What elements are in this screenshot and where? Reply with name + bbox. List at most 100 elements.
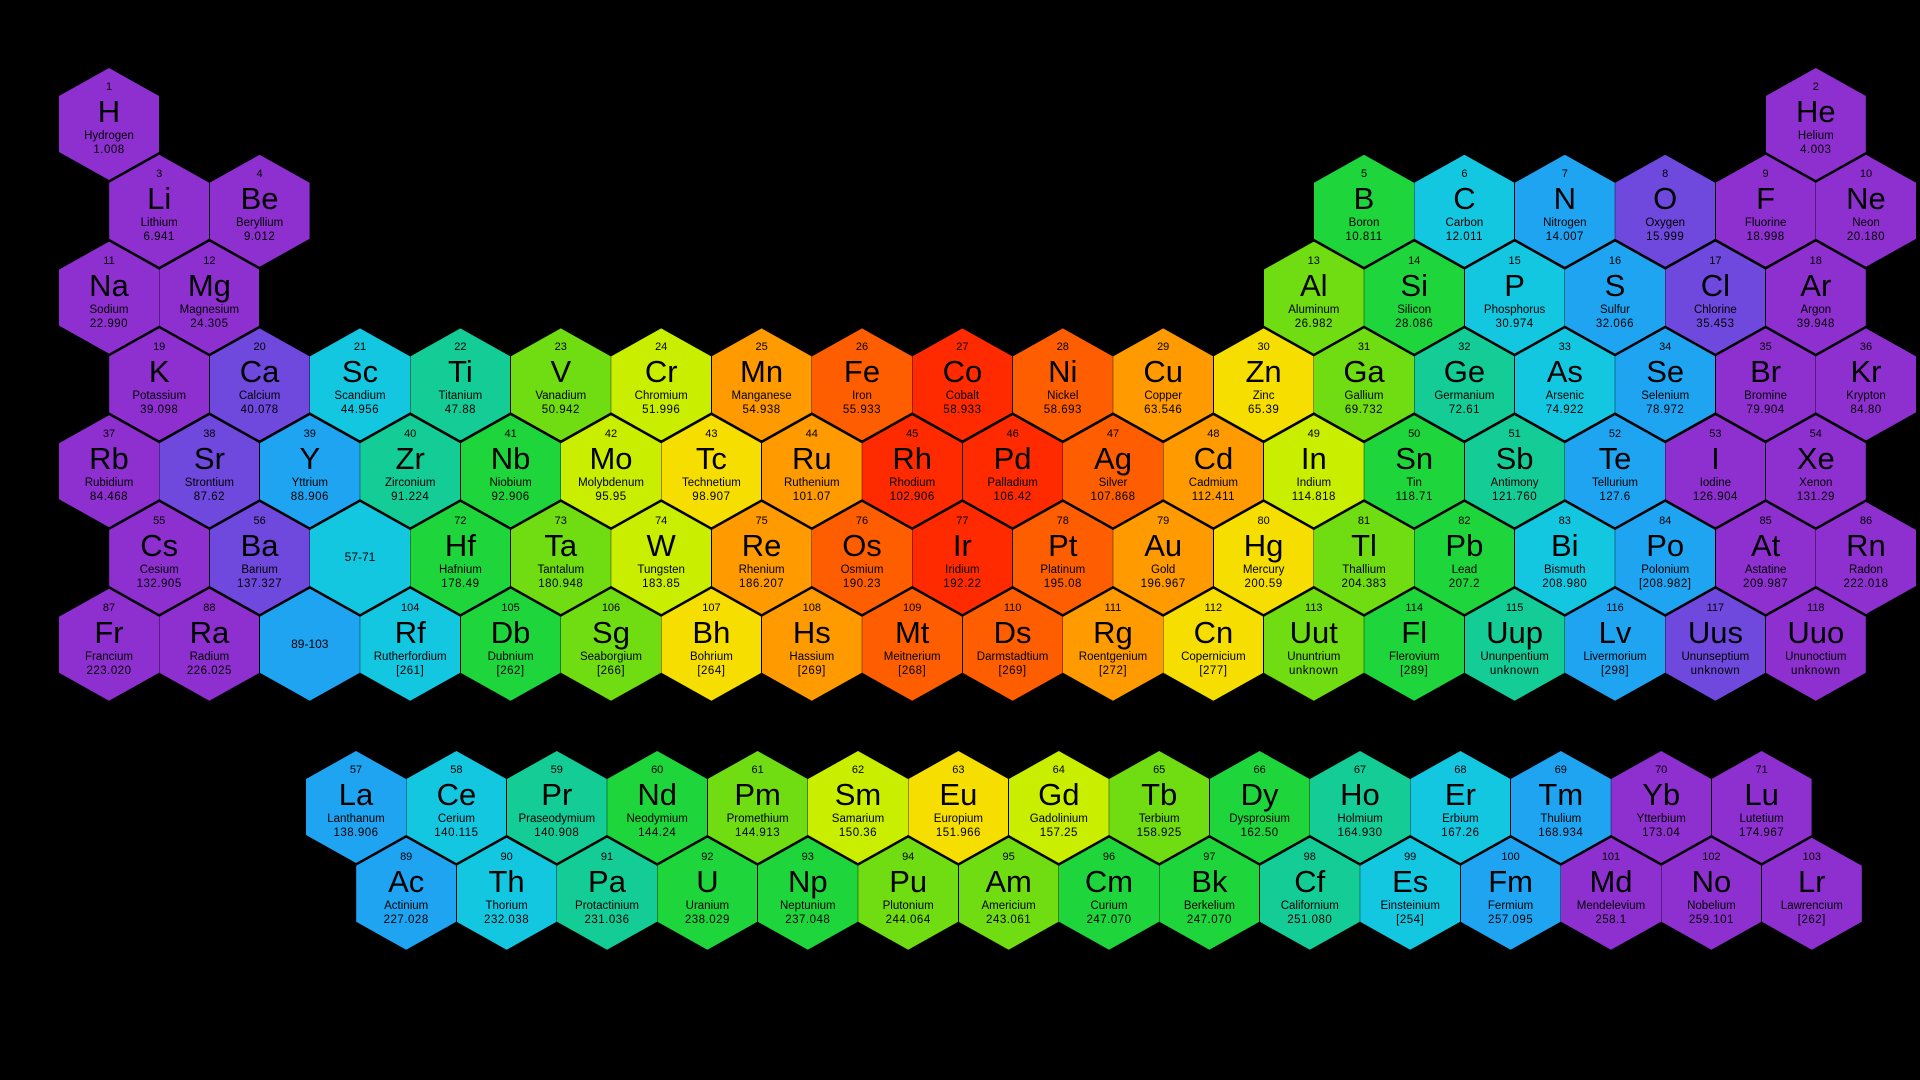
element-cell-hf[interactable]: 72 Hf Hafnium 178.49 — [410, 502, 511, 614]
element-cell-ce[interactable]: 58 Ce Cerium 140.115 — [406, 751, 507, 863]
element-cell-fm[interactable]: 100 Fm Fermium 257.095 — [1460, 837, 1561, 950]
element-cell-hs[interactable]: 108 Hs Hassium [269] — [761, 588, 862, 701]
element-cell-hg[interactable]: 80 Hg Mercury 200.59 — [1213, 502, 1314, 614]
element-cell-sr[interactable]: 38 Sr Strontium 87.62 — [159, 415, 260, 528]
element-cell-fr[interactable]: 87 Fr Francium 223.020 — [59, 588, 159, 701]
element-cell-k[interactable]: 19 K Potassium 39.098 — [109, 328, 210, 441]
element-cell-he[interactable]: 2 He Helium 4.003 — [1765, 68, 1866, 180]
element-cell-fe[interactable]: 26 Fe Iron 55.933 — [812, 328, 912, 441]
element-cell-ne[interactable]: 10 Ne Neon 20.180 — [1816, 154, 1916, 267]
element-cell-nb[interactable]: 41 Nb Niobium 92.906 — [460, 415, 561, 528]
element-cell-uut[interactable]: 113 Uut Ununtrium unknown — [1263, 588, 1364, 701]
element-cell-se[interactable]: 34 Se Selenium 78.972 — [1615, 328, 1716, 441]
element-cell-no[interactable]: 102 No Nobelium 259.101 — [1661, 837, 1762, 950]
element-cell-dy[interactable]: 66 Dy Dysprosium 162.50 — [1209, 751, 1310, 863]
element-cell-ag[interactable]: 47 Ag Silver 107.868 — [1063, 415, 1163, 528]
element-cell-bk[interactable]: 97 Bk Berkelium 247.070 — [1159, 837, 1260, 950]
element-cell-zn[interactable]: 30 Zn Zinc 65.39 — [1213, 328, 1314, 441]
element-cell-ho[interactable]: 67 Ho Holmium 164.930 — [1310, 751, 1410, 863]
element-cell-am[interactable]: 95 Am Americium 243.061 — [958, 837, 1059, 950]
element-cell-at[interactable]: 85 At Astatine 209.987 — [1715, 502, 1816, 614]
element-cell-be[interactable]: 4 Be Beryllium 9.012 — [209, 154, 310, 267]
element-cell-ti[interactable]: 22 Ti Titanium 47.88 — [410, 328, 511, 441]
element-cell-ba[interactable]: 56 Ba Barium 137.327 — [209, 502, 310, 614]
element-cell-s[interactable]: 16 S Sulfur 32.066 — [1565, 241, 1665, 354]
element-cell-ar[interactable]: 18 Ar Argon 39.948 — [1765, 241, 1866, 354]
element-cell-gd[interactable]: 64 Gd Gadolinium 157.25 — [1008, 751, 1109, 863]
element-cell-pt[interactable]: 78 Pt Platinum 195.08 — [1012, 502, 1113, 614]
element-cell-u[interactable]: 92 U Uranium 238.029 — [657, 837, 758, 950]
element-cell-cf[interactable]: 98 Cf Californium 251.080 — [1259, 837, 1360, 950]
element-cell-uuo[interactable]: 118 Uuo Ununoctium unknown — [1765, 588, 1866, 701]
element-cell-pm[interactable]: 61 Pm Promethium 144.913 — [707, 751, 808, 863]
element-cell-sn[interactable]: 50 Sn Tin 118.71 — [1364, 415, 1465, 528]
element-cell-br[interactable]: 35 Br Bromine 79.904 — [1715, 328, 1816, 441]
element-cell-cs[interactable]: 55 Cs Cesium 132.905 — [109, 502, 210, 614]
element-cell-c[interactable]: 6 C Carbon 12.011 — [1414, 154, 1515, 267]
element-cell-ra[interactable]: 88 Ra Radium 226.025 — [159, 588, 260, 701]
element-cell-db[interactable]: 105 Db Dubnium [262] — [460, 588, 561, 701]
element-cell-sb[interactable]: 51 Sb Antimony 121.760 — [1464, 415, 1565, 528]
element-cell-cr[interactable]: 24 Cr Chromium 51.996 — [611, 328, 712, 441]
element-cell-pr[interactable]: 59 Pr Praseodymium 140.908 — [506, 751, 607, 863]
element-cell-si[interactable]: 14 Si Silicon 28.086 — [1364, 241, 1465, 354]
element-cell-mt[interactable]: 109 Mt Meitnerium [268] — [862, 588, 963, 701]
element-cell-uup[interactable]: 115 Uup Ununpentium unknown — [1464, 588, 1565, 701]
element-cell-pa[interactable]: 91 Pa Protactinium 231.036 — [557, 837, 657, 950]
element-cell-na[interactable]: 11 Na Sodium 22.990 — [59, 241, 159, 354]
element-cell-kr[interactable]: 36 Kr Krypton 84.80 — [1816, 328, 1916, 441]
element-cell-ru[interactable]: 44 Ru Ruthenium 101.07 — [761, 415, 862, 528]
element-cell-yb[interactable]: 70 Yb Ytterbium 173.04 — [1611, 751, 1712, 863]
element-cell-h[interactable]: 1 H Hydrogen 1.008 — [59, 68, 159, 180]
element-cell-n[interactable]: 7 N Nitrogen 14.007 — [1514, 154, 1615, 267]
element-cell-rh[interactable]: 45 Rh Rhodium 102.906 — [862, 415, 963, 528]
element-cell-pd[interactable]: 46 Pd Palladium 106.42 — [962, 415, 1063, 528]
element-cell-md[interactable]: 101 Md Mendelevium 258.1 — [1561, 837, 1661, 950]
element-cell-ni[interactable]: 28 Ni Nickel 58.693 — [1012, 328, 1113, 441]
element-cell-re[interactable]: 75 Re Rhenium 186.207 — [711, 502, 812, 614]
element-cell-te[interactable]: 52 Te Tellurium 127.6 — [1565, 415, 1665, 528]
element-cell-os[interactable]: 76 Os Osmium 190.23 — [812, 502, 912, 614]
element-cell-i[interactable]: 53 I Iodine 126.904 — [1665, 415, 1766, 528]
element-cell-cl[interactable]: 17 Cl Chlorine 35.453 — [1665, 241, 1766, 354]
element-cell-la[interactable]: 57 La Lanthanum 138.906 — [306, 751, 406, 863]
element-cell-ds[interactable]: 110 Ds Darmstadtium [269] — [962, 588, 1063, 701]
element-cell-tl[interactable]: 81 Tl Thallium 204.383 — [1314, 502, 1414, 614]
element-cell-lu[interactable]: 71 Lu Lutetium 174.967 — [1711, 751, 1812, 863]
element-cell-sm[interactable]: 62 Sm Samarium 150.36 — [808, 751, 908, 863]
element-cell-v[interactable]: 23 V Vanadium 50.942 — [510, 328, 611, 441]
element-cell-al[interactable]: 13 Al Aluminum 26.982 — [1263, 241, 1364, 354]
element-cell-cu[interactable]: 29 Cu Copper 63.546 — [1113, 328, 1214, 441]
element-cell-tm[interactable]: 69 Tm Thulium 168.934 — [1510, 751, 1611, 863]
element-cell-pb[interactable]: 82 Pb Lead 207.2 — [1414, 502, 1515, 614]
element-cell-nd[interactable]: 60 Nd Neodymium 144.24 — [607, 751, 708, 863]
element-cell-es[interactable]: 99 Es Einsteinium [254] — [1360, 837, 1461, 950]
element-cell-eu[interactable]: 63 Eu Europium 151.966 — [908, 751, 1009, 863]
element-cell-ac[interactable]: 89 Ac Actinium 227.028 — [356, 837, 457, 950]
element-cell-ca[interactable]: 20 Ca Calcium 40.078 — [209, 328, 310, 441]
element-cell-cm[interactable]: 96 Cm Curium 247.070 — [1059, 837, 1159, 950]
element-cell-po[interactable]: 84 Po Polonium [208.982] — [1615, 502, 1716, 614]
element-cell-mn[interactable]: 25 Mn Manganese 54.938 — [711, 328, 812, 441]
element-cell-bi[interactable]: 83 Bi Bismuth 208.980 — [1514, 502, 1615, 614]
element-cell-tb[interactable]: 65 Tb Terbium 158.925 — [1109, 751, 1210, 863]
element-cell-lr[interactable]: 103 Lr Lawrencium [262] — [1761, 837, 1862, 950]
element-cell-rg[interactable]: 111 Rg Roentgenium [272] — [1063, 588, 1163, 701]
element-cell-mg[interactable]: 12 Mg Magnesium 24.305 — [159, 241, 260, 354]
element-cell-au[interactable]: 79 Au Gold 196.967 — [1113, 502, 1214, 614]
element-cell-rb[interactable]: 37 Rb Rubidium 84.468 — [59, 415, 159, 528]
element-cell-p[interactable]: 15 P Phosphorus 30.974 — [1464, 241, 1565, 354]
element-cell-b[interactable]: 5 B Boron 10.811 — [1314, 154, 1414, 267]
element-cell-mo[interactable]: 42 Mo Molybdenum 95.95 — [561, 415, 661, 528]
element-cell-np[interactable]: 93 Np Neptunium 237.048 — [757, 837, 858, 950]
element-cell-cd[interactable]: 48 Cd Cadmium 112.411 — [1163, 415, 1264, 528]
element-cell-f[interactable]: 9 F Fluorine 18.998 — [1715, 154, 1816, 267]
element-cell-rf[interactable]: 104 Rf Rutherfordium [261] — [360, 588, 461, 701]
element-cell-ga[interactable]: 31 Ga Gallium 69.732 — [1314, 328, 1414, 441]
element-cell-lv[interactable]: 116 Lv Livermorium [298] — [1565, 588, 1665, 701]
element-cell-w[interactable]: 74 W Tungsten 183.85 — [611, 502, 712, 614]
element-cell-ge[interactable]: 32 Ge Germanium 72.61 — [1414, 328, 1515, 441]
element-cell-sg[interactable]: 106 Sg Seaborgium [266] — [561, 588, 661, 701]
element-cell-ta[interactable]: 73 Ta Tantalum 180.948 — [510, 502, 611, 614]
element-cell-rn[interactable]: 86 Rn Radon 222.018 — [1816, 502, 1916, 614]
